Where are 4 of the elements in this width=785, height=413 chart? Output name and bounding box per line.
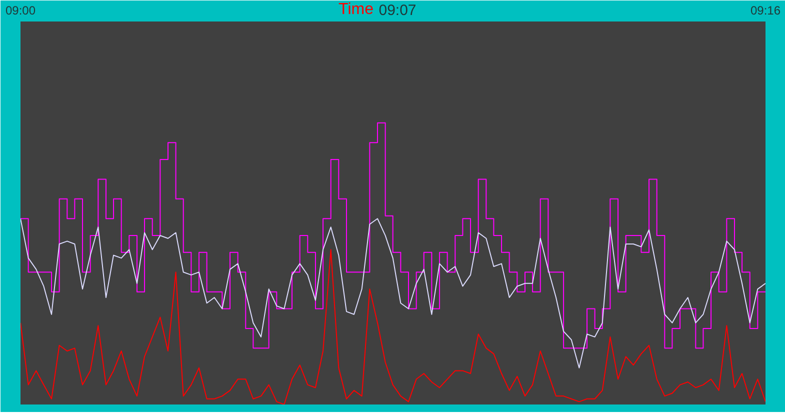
- x-tick-label: 09:16: [750, 4, 781, 18]
- text: 09:07: [378, 1, 416, 21]
- x-tick-label: 09:00: [5, 4, 36, 18]
- x-axis-title: Time: [338, 0, 374, 20]
